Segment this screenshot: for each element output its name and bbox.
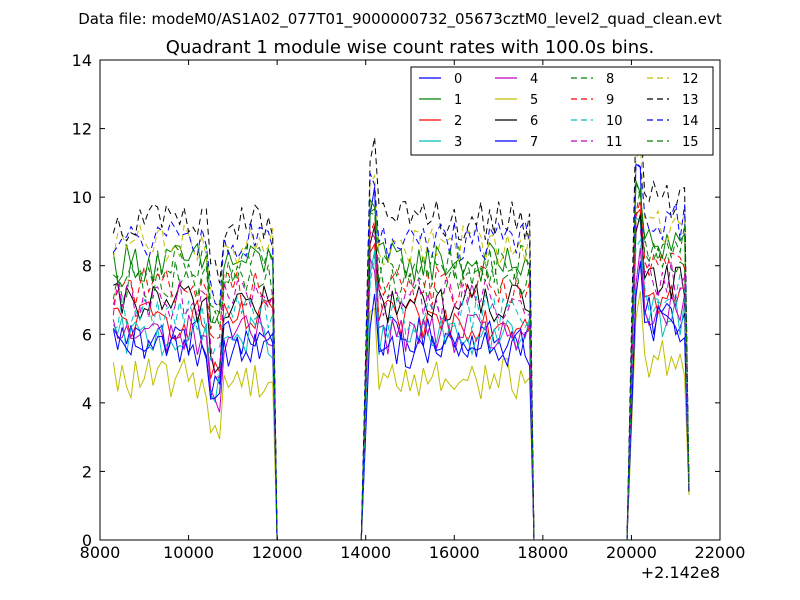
y-tick-label: 12 — [72, 120, 92, 139]
y-tick-label: 2 — [82, 462, 92, 481]
x-axis: 8000 10000 12000 14000 16000 18000 20000 22000 — [80, 60, 746, 562]
series-line-13 — [112, 111, 690, 541]
y-tick-label: 0 — [82, 531, 92, 550]
series-line-11 — [112, 225, 690, 541]
legend-label-4: 4 — [530, 72, 538, 87]
legend-label-7: 7 — [530, 135, 538, 150]
series-line-1 — [112, 180, 690, 541]
y-tick-label: 6 — [82, 325, 92, 344]
legend-label-2: 2 — [454, 114, 462, 129]
x-tick-label: 22000 — [695, 543, 746, 562]
series-line-15 — [112, 182, 690, 541]
legend-label-3: 3 — [454, 135, 462, 150]
legend-box — [410, 66, 714, 156]
series-line-14 — [112, 161, 690, 541]
plot-frame — [99, 59, 721, 541]
legend-label-0: 0 — [454, 72, 462, 87]
legend-label-6: 6 — [530, 114, 538, 129]
y-tick-label: 10 — [72, 188, 92, 207]
x-tick-label: 14000 — [340, 543, 391, 562]
legend-label-13: 13 — [682, 93, 699, 108]
y-tick-label: 14 — [72, 51, 92, 70]
x-offset-label: +2.142e8 — [641, 563, 720, 582]
legend-label-15: 15 — [682, 135, 699, 150]
legend-label-14: 14 — [682, 114, 699, 129]
legend-label-8: 8 — [606, 72, 614, 87]
x-tick-label: 18000 — [517, 543, 568, 562]
x-tick-label: 16000 — [429, 543, 480, 562]
legend-label-12: 12 — [682, 72, 699, 87]
x-tick-label: 10000 — [163, 543, 214, 562]
chart-title: Quadrant 1 module wise count rates with … — [166, 37, 655, 58]
legend-label-5: 5 — [530, 93, 538, 108]
plot-lines — [112, 111, 690, 541]
legend-label-11: 11 — [606, 135, 623, 150]
legend-label-9: 9 — [606, 93, 614, 108]
series-line-10 — [112, 238, 690, 541]
y-tick-label: 8 — [82, 257, 92, 276]
x-tick-label: 20000 — [606, 543, 657, 562]
legend-label-1: 1 — [454, 93, 462, 108]
y-tick-label: 4 — [82, 394, 92, 413]
legend-label-10: 10 — [606, 114, 623, 129]
series-line-12 — [112, 144, 690, 541]
x-tick-label: 12000 — [252, 543, 303, 562]
x-tick-label: 8000 — [80, 543, 121, 562]
figure-suptitle: Data file: modeM0/AS1A02_077T01_90000007… — [78, 10, 722, 29]
series-line-7 — [112, 261, 690, 541]
